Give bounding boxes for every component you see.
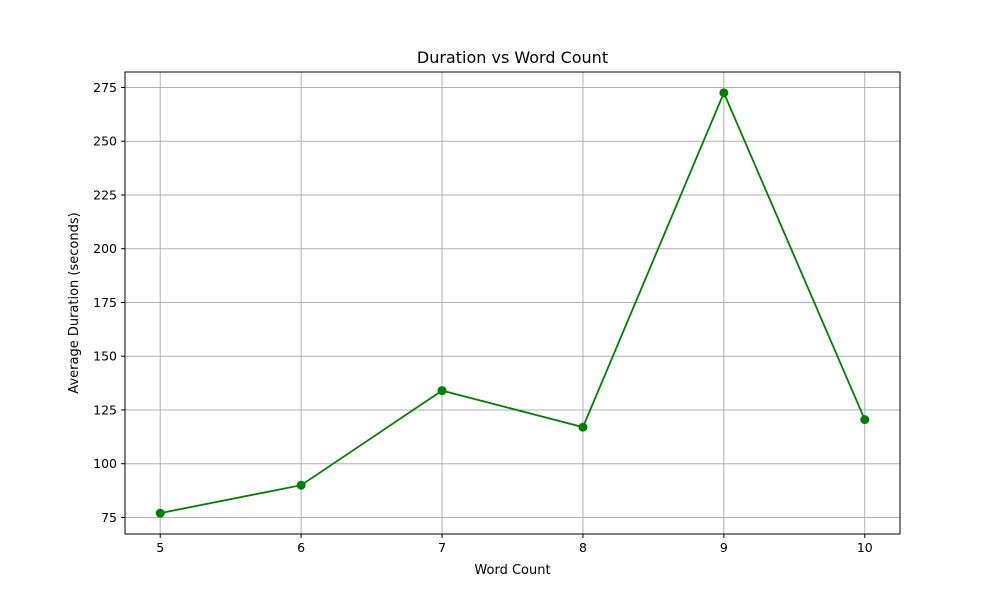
series-layer — [155, 88, 870, 518]
y-tick-label: 275 — [93, 80, 117, 95]
x-tick-label: 5 — [156, 540, 164, 555]
x-tick-label: 7 — [438, 540, 446, 555]
data-point — [296, 480, 306, 490]
x-tick-label: 9 — [720, 540, 728, 555]
series-line — [160, 90, 866, 515]
chart-title: Duration vs Word Count — [417, 48, 608, 67]
y-tick-label: 75 — [101, 510, 117, 525]
y-tick-label: 125 — [93, 402, 117, 417]
y-tick-label: 100 — [93, 456, 117, 471]
data-point — [719, 88, 729, 98]
data-point — [155, 508, 165, 518]
plot-frame — [124, 71, 901, 535]
x-axis-ticks: 5 6 7 8 9 10 — [156, 534, 873, 555]
y-tick-label: 250 — [93, 134, 117, 149]
grid — [125, 72, 900, 534]
y-tick-label: 175 — [93, 295, 117, 310]
x-axis-label: Word Count — [474, 563, 550, 578]
y-tick-label: 225 — [93, 187, 117, 202]
x-tick-label: 6 — [297, 540, 305, 555]
x-tick-label: 10 — [857, 540, 873, 555]
y-tick-label: 200 — [93, 241, 117, 256]
y-axis-ticks: 75 100 125 150 175 200 225 250 275 — [93, 80, 125, 525]
x-tick-label: 8 — [579, 540, 587, 555]
data-point — [437, 386, 447, 396]
data-point — [578, 422, 588, 432]
y-tick-label: 150 — [93, 349, 117, 364]
y-axis-label: Average Duration (seconds) — [67, 212, 82, 393]
data-point — [860, 415, 870, 425]
